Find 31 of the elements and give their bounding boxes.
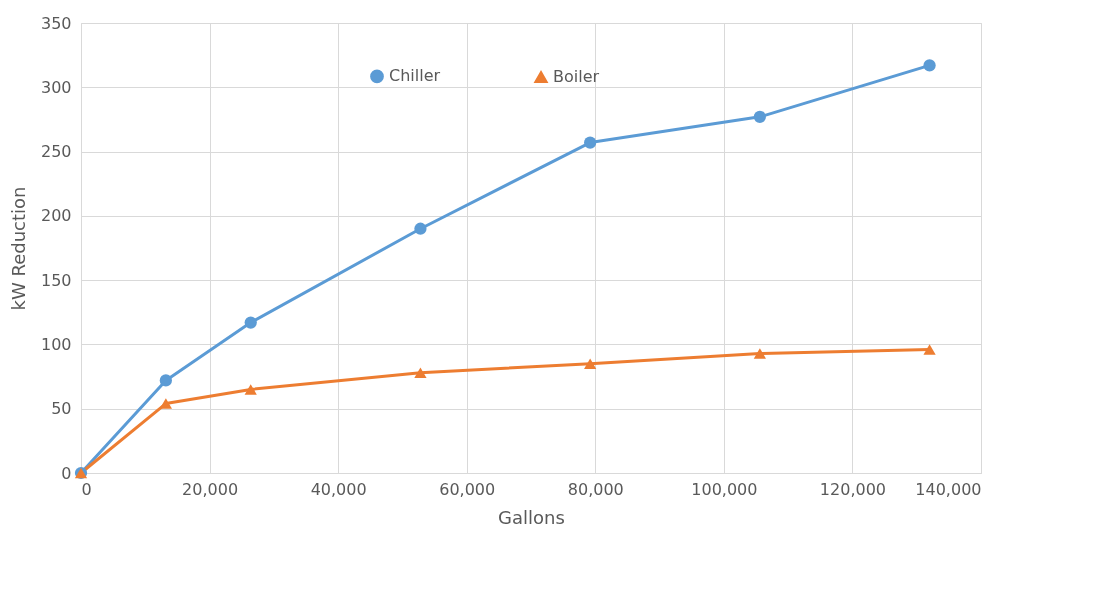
legend-label: Chiller	[389, 66, 441, 86]
y-axis-title: kW Reduction	[7, 186, 29, 311]
y-tick-label: 200	[40, 206, 72, 226]
x-tick-label: 60,000	[439, 479, 496, 499]
x-axis-title: Gallons	[498, 506, 565, 528]
y-tick-label: 300	[40, 77, 72, 97]
y-tick-label: 350	[40, 13, 72, 33]
x-tick-label: 20,000	[182, 479, 239, 499]
point	[159, 374, 172, 387]
legend-label: Boiler	[553, 66, 600, 86]
point	[753, 348, 766, 359]
point	[584, 136, 597, 149]
point	[414, 222, 427, 235]
y-tick-label: 150	[40, 270, 72, 290]
x-tick-label: 40,000	[310, 479, 367, 499]
x-tick-label: 100,000	[691, 479, 758, 499]
x-tick-label: 120,000	[819, 479, 887, 499]
y-tick-label: 0	[61, 463, 72, 483]
x-tick-label: 140,000	[915, 479, 982, 499]
x-tick-label: 80,000	[567, 479, 624, 499]
point	[414, 367, 427, 379]
point	[244, 384, 257, 395]
point	[244, 316, 257, 329]
point	[923, 344, 936, 355]
y-tick-label: 250	[40, 142, 72, 162]
y-tick-label: 100	[40, 334, 72, 354]
point	[923, 59, 936, 72]
point	[584, 358, 597, 370]
y-tick-label: 50	[51, 399, 72, 419]
x-tick-label: 0	[81, 479, 92, 499]
point	[753, 110, 766, 123]
